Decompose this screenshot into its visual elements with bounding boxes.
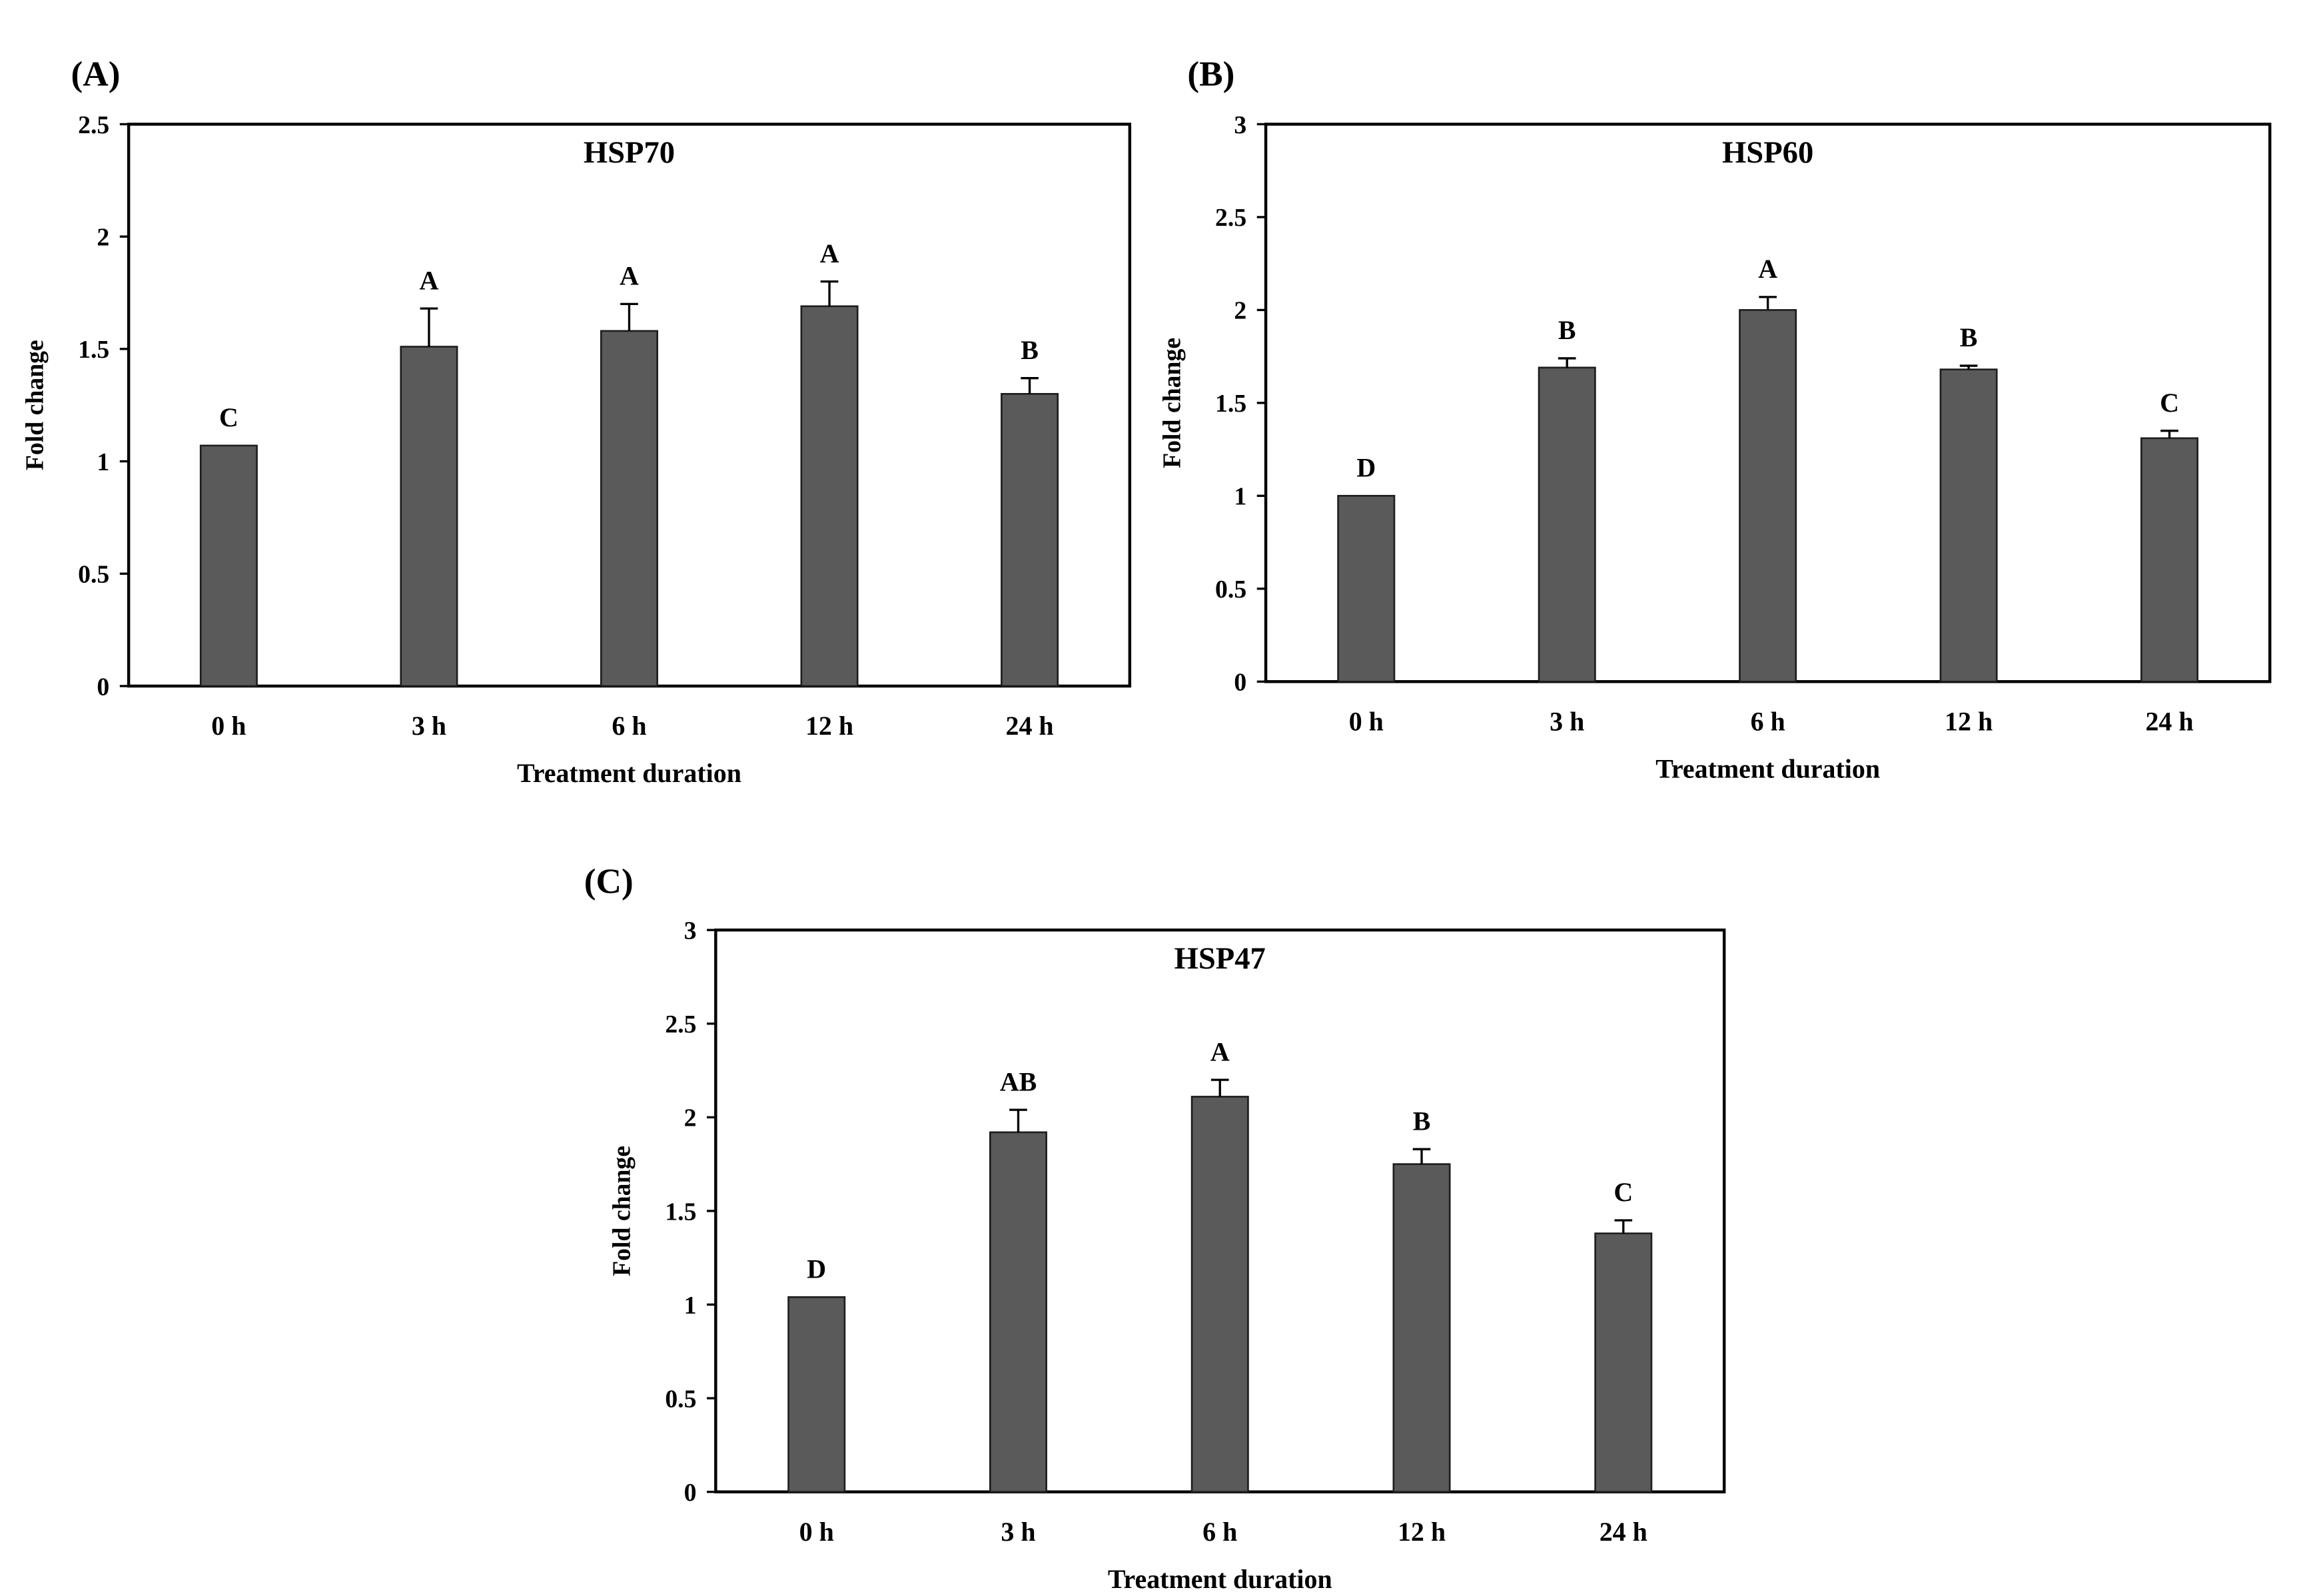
bar-6h xyxy=(600,330,658,687)
y-tick-label: 3 xyxy=(1234,111,1246,139)
bar-3h xyxy=(1538,366,1596,683)
y-tick-label: 2.5 xyxy=(665,1010,696,1038)
bar-0h xyxy=(199,444,258,687)
chart-title: HSP47 xyxy=(1174,941,1266,976)
x-axis-label: Treatment duration xyxy=(1655,754,1880,784)
y-tick-label: 2 xyxy=(97,223,109,251)
y-tick-label: 0 xyxy=(1234,669,1246,697)
bar-0h xyxy=(787,1296,846,1493)
bar-6h xyxy=(1739,309,1797,683)
y-tick-label: 1.5 xyxy=(1215,390,1246,418)
significance-letter: D xyxy=(807,1254,826,1284)
significance-letter: A xyxy=(420,265,439,295)
significance-letter: B xyxy=(1413,1106,1431,1136)
significance-letter: C xyxy=(2160,388,2179,418)
x-tick-label: 24 h xyxy=(2145,707,2193,737)
x-tick-label: 12 h xyxy=(805,711,853,741)
y-tick-label: 1 xyxy=(97,448,109,476)
y-tick-label: 0 xyxy=(684,1479,697,1507)
significance-letter: D xyxy=(1356,452,1376,482)
y-tick-label: 2.5 xyxy=(1215,204,1246,232)
significance-letter: AB xyxy=(1000,1066,1037,1096)
significance-letter: B xyxy=(1558,315,1576,345)
bar-12h xyxy=(800,305,859,687)
x-tick-label: 6 h xyxy=(1202,1517,1237,1547)
significance-letter: B xyxy=(1021,335,1039,365)
y-axis-label: Fold change xyxy=(21,340,49,470)
chart-panel-hsp60: (B) HSP60 0 0.5 1 1.5 2 2.5 3 Fold change D 0 h B 3 h… xyxy=(1158,55,2272,784)
x-tick-label: 12 h xyxy=(1398,1517,1446,1547)
x-tick-label: 3 h xyxy=(1001,1517,1035,1547)
significance-letter: A xyxy=(1758,254,1777,284)
x-tick-label: 6 h xyxy=(1751,707,1785,737)
bar-24h xyxy=(1001,392,1059,687)
y-tick-label: 2.5 xyxy=(78,111,109,139)
x-axis-label: Treatment duration xyxy=(1108,1564,1332,1594)
x-tick-label: 3 h xyxy=(1550,707,1584,737)
bar-3h xyxy=(989,1131,1047,1493)
y-tick-label: 0.5 xyxy=(78,561,109,589)
y-tick-label: 0.5 xyxy=(1215,576,1246,603)
y-tick-label: 0.5 xyxy=(665,1385,696,1413)
x-tick-label: 24 h xyxy=(1006,711,1054,741)
bar-24h xyxy=(1594,1232,1653,1493)
significance-letter: C xyxy=(219,402,238,432)
significance-letter: C xyxy=(1614,1177,1633,1207)
y-axis-label: Fold change xyxy=(1158,338,1186,468)
bar-12h xyxy=(1939,368,1998,683)
chart-title: HSP60 xyxy=(1722,135,1813,170)
x-tick-label: 0 h xyxy=(211,711,246,741)
significance-letter: A xyxy=(620,261,639,291)
y-tick-label: 2 xyxy=(684,1104,697,1132)
significance-letter: B xyxy=(1960,322,1978,352)
bar-12h xyxy=(1392,1163,1451,1493)
bar-3h xyxy=(400,346,458,687)
y-tick-label: 1.5 xyxy=(78,336,109,364)
x-tick-label: 0 h xyxy=(799,1517,834,1547)
chart-panel-hsp70: (A) HSP70 0 0.5 1 1.5 2 2.5 Fold change C 0 h A 3 h A… xyxy=(21,55,1132,788)
x-tick-label: 12 h xyxy=(1945,707,1993,737)
x-tick-label: 0 h xyxy=(1349,707,1384,737)
panel-label: (A) xyxy=(71,55,121,94)
x-tick-label: 24 h xyxy=(1600,1517,1647,1547)
significance-letter: A xyxy=(820,238,839,268)
y-axis-label: Fold change xyxy=(608,1146,636,1276)
x-tick-label: 6 h xyxy=(612,711,646,741)
bar-6h xyxy=(1190,1096,1249,1493)
x-axis-label: Treatment duration xyxy=(517,758,741,788)
y-tick-label: 2 xyxy=(1234,297,1246,325)
chart-title: HSP70 xyxy=(584,135,675,170)
x-tick-label: 3 h xyxy=(412,711,446,741)
y-tick-label: 1.5 xyxy=(665,1198,696,1226)
panel-label: (C) xyxy=(584,861,634,901)
y-tick-label: 1 xyxy=(684,1292,697,1320)
y-tick-label: 1 xyxy=(1234,483,1246,511)
bar-0h xyxy=(1337,495,1396,683)
y-tick-label: 3 xyxy=(684,917,697,945)
bar-24h xyxy=(2140,437,2199,683)
panel-label: (B) xyxy=(1187,55,1234,94)
y-tick-label: 0 xyxy=(97,673,109,701)
significance-letter: A xyxy=(1210,1036,1230,1066)
